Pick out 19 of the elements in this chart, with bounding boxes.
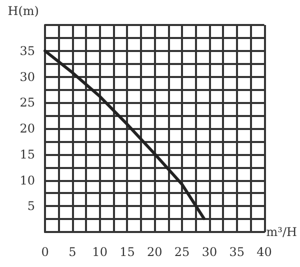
x-tick-label: 5 [68, 245, 76, 259]
x-tick-label: 10 [92, 245, 108, 259]
x-tick-label: 25 [174, 245, 190, 259]
x-tick-label: 40 [256, 245, 272, 259]
y-tick-label: 10 [20, 173, 35, 188]
y-tick-label: 35 [20, 44, 35, 58]
x-tick-label: 30 [202, 245, 218, 259]
line-series [44, 49, 206, 220]
y-tick-label: 30 [20, 70, 35, 84]
y-tick-label: 5 [27, 199, 35, 214]
x-tick-label: 35 [229, 245, 245, 259]
x-tick-label: 0 [41, 245, 49, 259]
y-axis-title: H(m) [8, 4, 39, 18]
y-tick-label: 25 [20, 96, 35, 110]
x-tick-label: 20 [147, 245, 162, 259]
x-axis-title: m³/H [266, 225, 298, 239]
x-tick-label: 15 [120, 245, 135, 259]
y-tick-label: 20 [20, 122, 35, 136]
y-tick-label: 15 [20, 147, 35, 162]
